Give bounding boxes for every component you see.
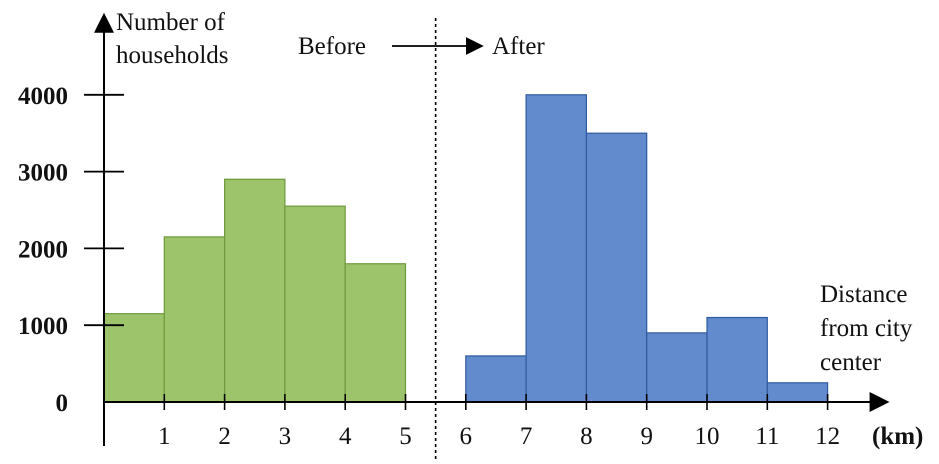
bar-before-1 (103, 313, 165, 403)
bar-after-5 (706, 316, 768, 403)
bar-before-3 (224, 178, 286, 403)
bar-before-2 (163, 236, 226, 403)
x-tick-label-7: 7 (520, 423, 533, 450)
bars-layer (103, 94, 829, 403)
x-tick-label-8: 8 (580, 423, 593, 450)
bar-after-4 (646, 332, 708, 403)
bar-before-5 (344, 263, 407, 403)
x-axis-label-line-1: Distance (820, 281, 907, 308)
bar-after-2 (525, 94, 587, 403)
x-tick-label-11: 11 (755, 423, 779, 450)
axes-layer (84, 12, 890, 459)
y-axis-label-line-2: households (116, 42, 229, 69)
x-tick-label-6: 6 (460, 423, 473, 450)
y-tick-label-2000: 2000 (18, 236, 68, 263)
annotation-after: After (492, 33, 545, 60)
y-tick-label-0: 0 (56, 390, 69, 417)
x-tick-label-9: 9 (640, 423, 653, 450)
x-tick-label-2: 2 (218, 423, 231, 450)
bar-after-3 (585, 132, 648, 403)
x-axis-label-line-2: from city (820, 315, 913, 342)
bar-after-6 (766, 382, 829, 403)
y-tick-label-3000: 3000 (18, 160, 68, 187)
x-tick-label-1: 1 (158, 423, 171, 450)
x-axis-unit: (km) (872, 423, 923, 450)
x-tick-label-12: 12 (815, 423, 840, 450)
x-tick-label-4: 4 (339, 423, 352, 450)
bar-after-1 (465, 355, 527, 403)
x-axis-label-line-3: center (820, 349, 882, 376)
x-tick-label-10: 10 (695, 423, 720, 450)
y-tick-label-4000: 4000 (18, 83, 68, 110)
y-axis-label-line-1: Number of (116, 9, 226, 36)
y-tick-label-1000: 1000 (18, 313, 68, 340)
x-tick-label-3: 3 (279, 423, 292, 450)
annotation-before: Before (298, 33, 366, 60)
bar-before-4 (284, 205, 346, 403)
x-tick-label-5: 5 (399, 423, 412, 450)
